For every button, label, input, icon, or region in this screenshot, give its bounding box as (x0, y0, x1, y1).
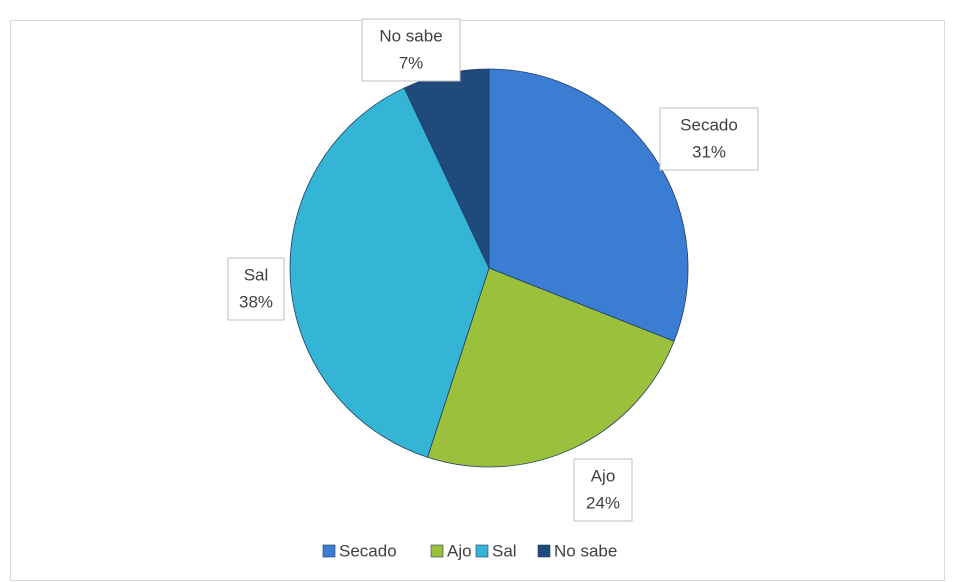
data-label-category: Sal (244, 265, 269, 284)
pie-slice (427, 267, 675, 468)
data-label-box (659, 107, 759, 171)
data-label-value: 38% (239, 292, 273, 311)
legend-label: Ajo (447, 541, 472, 560)
data-label-value: 7% (399, 53, 424, 72)
data-label-value: 24% (586, 493, 620, 512)
legend-swatch (537, 544, 551, 558)
data-label-box (361, 18, 461, 82)
data-label-value: 31% (692, 142, 726, 161)
legend-swatch (322, 544, 336, 558)
data-label-box (227, 257, 285, 321)
legend-swatch (430, 544, 444, 558)
data-label-box (573, 458, 633, 522)
data-label-category: Ajo (591, 466, 616, 485)
legend-label: Sal (492, 541, 517, 560)
pie-slice (488, 68, 689, 342)
data-label-category: Secado (680, 115, 738, 134)
pie-slice (289, 87, 490, 458)
legend-label: No sabe (554, 541, 617, 560)
legend-label: Secado (339, 541, 397, 560)
legend-swatch (475, 544, 489, 558)
data-label-category: No sabe (379, 26, 442, 45)
